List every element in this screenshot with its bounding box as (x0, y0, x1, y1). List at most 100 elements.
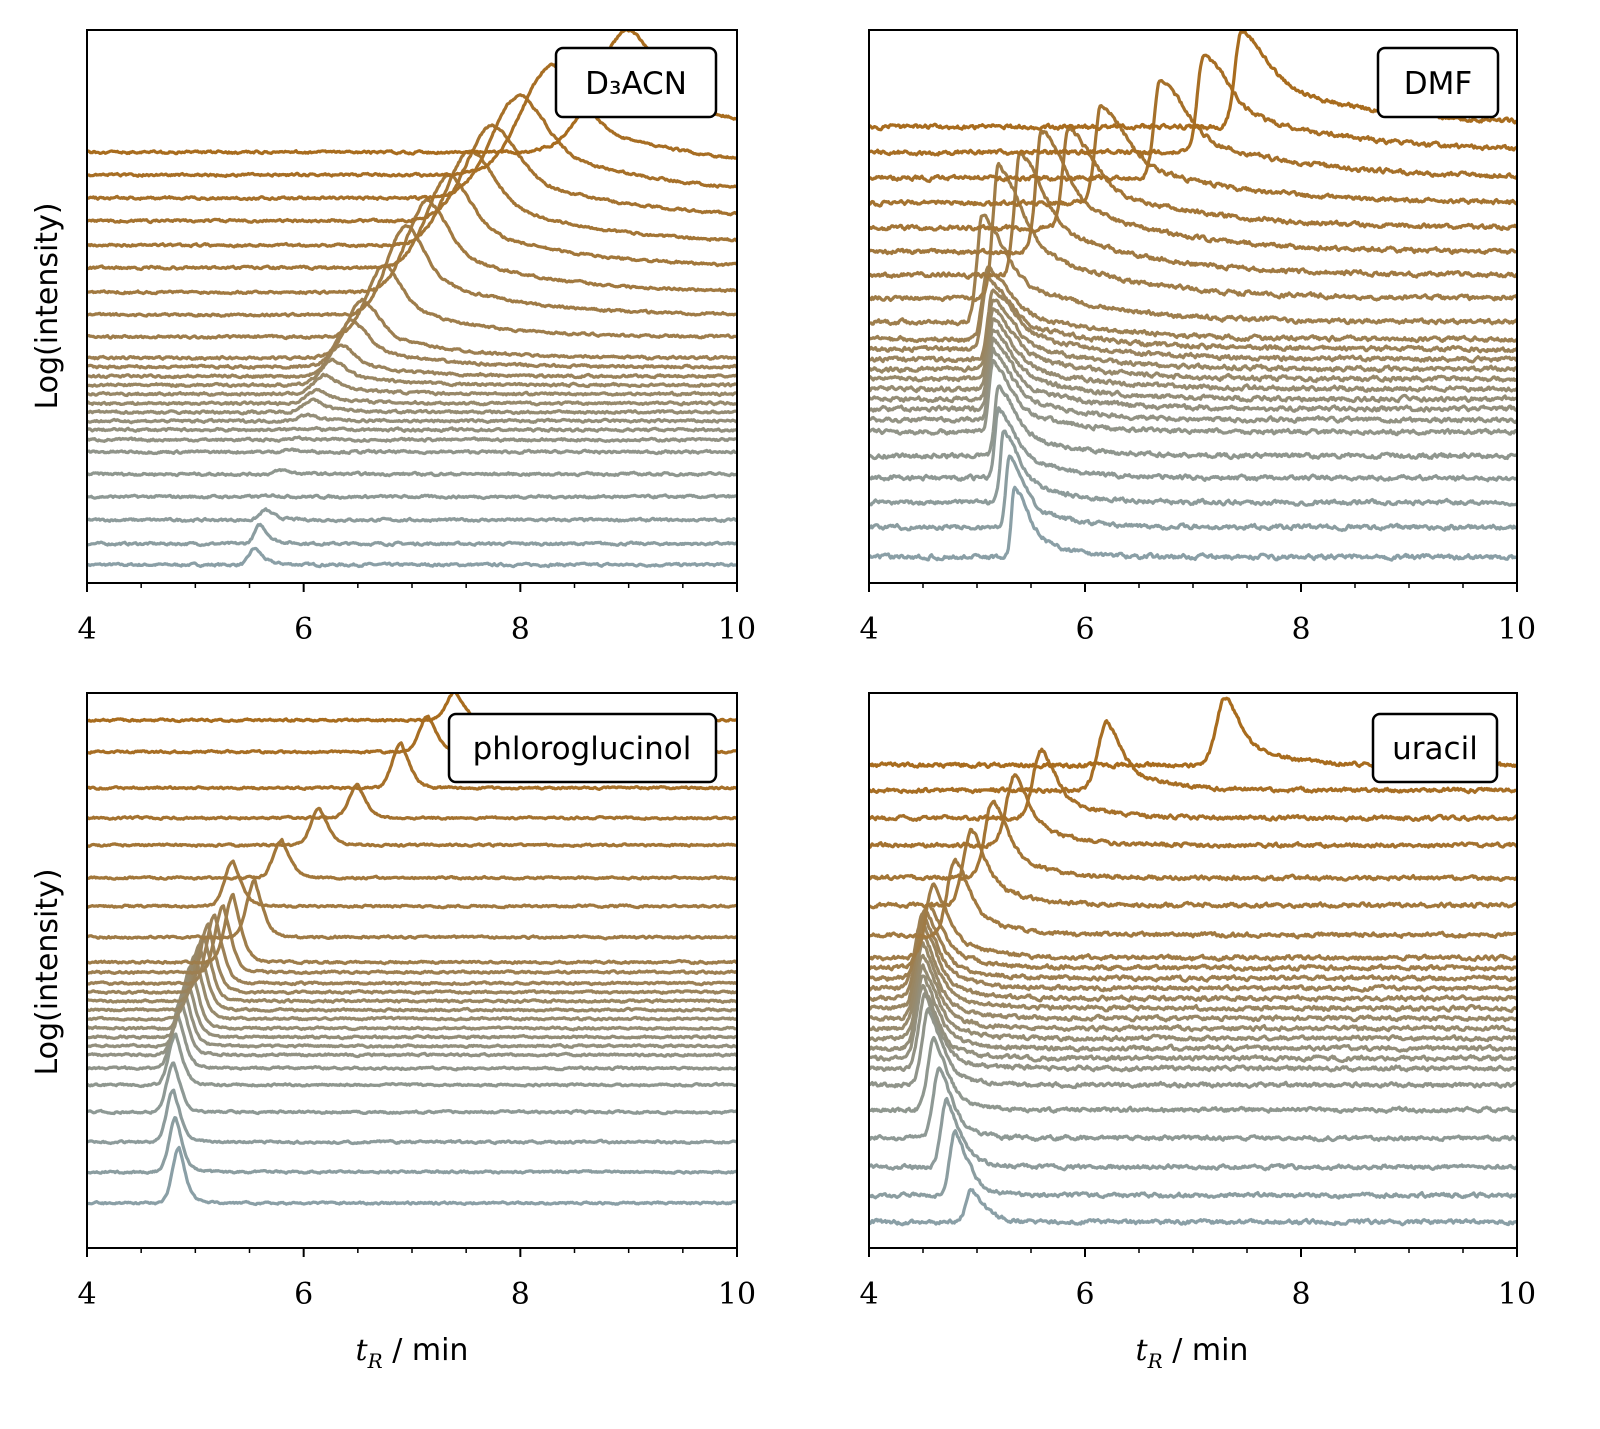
chromatogram-trace-23 (87, 741, 737, 791)
chromatogram-trace-16 (87, 904, 737, 976)
chromatogram-trace-15 (87, 318, 737, 370)
y-axis-label: Log(intensity) (30, 868, 65, 1075)
chromatogram-trace-21 (869, 799, 1517, 882)
chromatogram-trace-18 (869, 151, 1517, 280)
legend: DMF (1376, 46, 1500, 119)
chromatogram-trace-1 (87, 1145, 737, 1207)
chromatogram-trace-13 (87, 934, 737, 1004)
chromatogram-trace-22 (87, 782, 737, 821)
legend-label: uracil (1392, 731, 1478, 767)
legend: uracil (1371, 712, 1499, 784)
chromatogram-trace-10 (87, 964, 737, 1032)
chromatogram-trace-20 (869, 827, 1517, 910)
chromatogram-trace-4 (869, 406, 1517, 483)
trace-group (869, 30, 1517, 562)
chromatogram-trace-15 (869, 911, 1517, 993)
chromatogram-trace-13 (869, 288, 1517, 364)
chromatogram-trace-6 (87, 447, 737, 456)
x-tick-label: 10 (718, 612, 756, 647)
chromatogram-trace-2 (87, 522, 737, 548)
x-tick-label: 10 (718, 1277, 756, 1312)
chromatogram-trace-6 (869, 1007, 1517, 1090)
chromatogram-trace-9 (87, 412, 737, 425)
chromatogram-trace-19 (87, 859, 737, 910)
y-axis-label: Log(intensity) (30, 202, 65, 409)
x-ticks: 4 6 8 10 (77, 583, 756, 647)
legend-label: phloroglucinol (473, 731, 692, 767)
chromatogram-trace-9 (869, 328, 1517, 404)
trace-group (87, 693, 737, 1207)
chromatogram-trace-6 (87, 1012, 737, 1072)
x-tick-label: 6 (1075, 1277, 1094, 1312)
chromatogram-trace-2 (869, 1129, 1517, 1200)
chromatogram-trace-5 (869, 384, 1517, 461)
chromatogram-trace-13 (87, 357, 737, 389)
chromatogram-trace-20 (87, 837, 737, 881)
x-axis-label: tR / min (356, 1333, 469, 1373)
x-tick-label: 10 (1498, 612, 1536, 647)
chromatogram-trace-3 (87, 1088, 737, 1146)
chromatogram-trace-11 (869, 307, 1517, 384)
legend-label: DMF (1404, 66, 1472, 102)
chromatogram-trace-8 (87, 425, 737, 433)
chromatogram-trace-15 (869, 265, 1517, 344)
x-axis-label-subscript: R (1147, 1349, 1163, 1373)
x-axis-label-variable: t (356, 1333, 369, 1368)
chromatogram-trace-7 (869, 346, 1517, 425)
panel-uracil: 4 6 8 10 uracil tR / min (859, 692, 1536, 1373)
chromatogram-trace-8 (87, 988, 737, 1049)
chromatogram-trace-10 (87, 397, 737, 416)
chromatogram-trace-1 (869, 1187, 1517, 1227)
x-tick-label: 4 (77, 612, 96, 647)
chromatogram-trace-4 (869, 1066, 1517, 1143)
x-tick-label: 4 (77, 1277, 96, 1312)
chromatogram-trace-14 (869, 275, 1517, 354)
x-tick-label: 4 (859, 612, 878, 647)
x-tick-label: 8 (511, 1277, 530, 1312)
x-ticks: 4 6 8 10 (859, 1248, 1536, 1312)
chromatogram-trace-17 (869, 161, 1517, 303)
panel-phloroglucinol: 4 6 8 10 phloroglucinol Log(intensity) tR /… (30, 692, 756, 1373)
x-tick-label: 8 (511, 612, 530, 647)
trace-group (869, 696, 1517, 1227)
chromatogram-trace-22 (869, 773, 1517, 850)
panel-d3acn: 4 6 8 10 D₃ACN Log(intensity) (30, 29, 756, 647)
x-tick-label: 8 (1291, 1277, 1310, 1312)
chromatogram-trace-24 (87, 62, 737, 179)
chromatogram-trace-1 (87, 546, 737, 569)
chromatogram-trace-21 (87, 806, 737, 848)
chromatogram-trace-3 (869, 429, 1517, 507)
chromatogram-trace-24 (869, 719, 1517, 795)
chromatogram-trace-17 (87, 263, 737, 341)
x-tick-label: 6 (294, 612, 313, 647)
chromatogram-trace-4 (87, 1061, 737, 1116)
chromatogram-trace-19 (87, 198, 737, 296)
chromatogram-trace-21 (87, 149, 737, 249)
chromatogram-trace-17 (87, 892, 737, 966)
chromatogram-trace-8 (869, 983, 1517, 1064)
chromatogram-trace-7 (869, 991, 1517, 1073)
chromatogram-trace-11 (87, 387, 737, 407)
chromatogram-trace-16 (87, 297, 737, 362)
panel-dmf: 4 6 8 10 DMF (859, 29, 1536, 647)
chromatogram-trace-18 (87, 878, 737, 941)
chromatogram-trace-3 (87, 507, 737, 524)
chromatogram-trace-19 (869, 129, 1517, 256)
chromatogram-trace-1 (869, 485, 1517, 562)
chromatogram-trace-22 (87, 123, 737, 225)
chromatogram-trace-14 (87, 922, 737, 996)
chromatogram-trace-23 (869, 53, 1517, 157)
chromatogram-trace-5 (87, 1032, 737, 1089)
chromatogram-trace-17 (869, 902, 1517, 972)
chromatogram-trace-13 (869, 933, 1517, 1014)
chromatogram-trace-20 (87, 173, 737, 272)
chromatogram-trace-3 (869, 1097, 1517, 1172)
chromatogram-trace-21 (869, 104, 1517, 208)
chromatogram-trace-10 (869, 963, 1517, 1043)
x-ticks: 4 6 8 10 (77, 1248, 756, 1312)
x-tick-label: 10 (1498, 1277, 1536, 1312)
legend: D₃ACN (554, 46, 718, 119)
chromatogram-trace-2 (869, 454, 1517, 533)
chromatogram-trace-4 (87, 493, 737, 501)
x-axis-label-unit: / min (383, 1333, 469, 1368)
